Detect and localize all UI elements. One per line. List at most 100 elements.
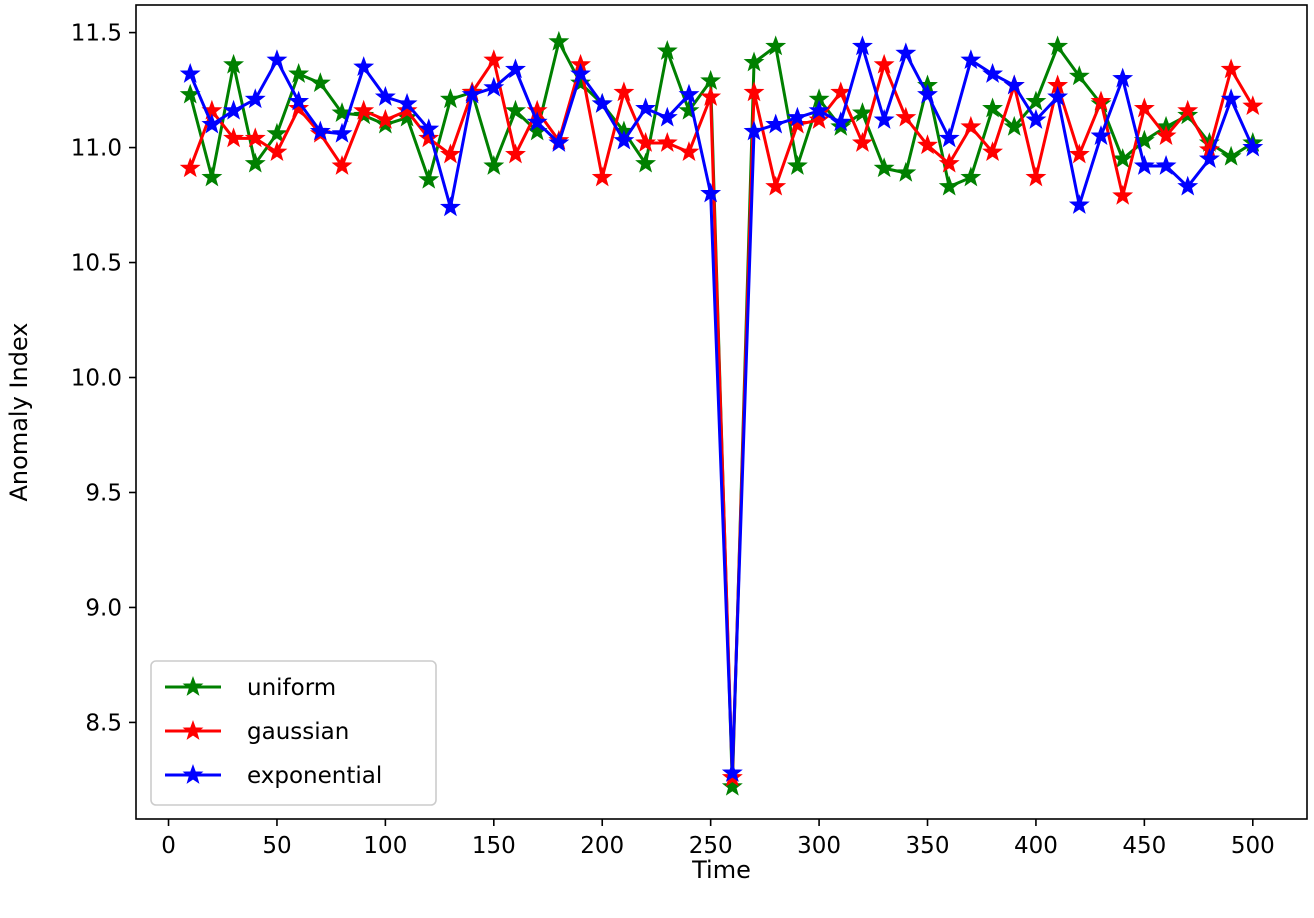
data-point-exponential (613, 129, 635, 150)
data-point-gaussian (1090, 90, 1112, 111)
data-point-uniform (223, 53, 245, 74)
y-tick-label: 11.0 (71, 136, 122, 162)
legend-marker-exponential (182, 764, 204, 784)
data-point-exponential (483, 76, 505, 97)
data-point-gaussian (505, 143, 526, 164)
x-tick-label: 100 (363, 833, 407, 859)
data-point-exponential (808, 99, 830, 120)
data-point-exponential (244, 88, 266, 109)
data-point-uniform (1220, 145, 1242, 166)
data-point-gaussian (1177, 99, 1199, 120)
legend-label-exponential: exponential (247, 763, 382, 789)
data-point-exponential (1047, 86, 1069, 106)
data-point-gaussian (353, 99, 375, 120)
data-point-exponential (743, 120, 765, 141)
data-point-exponential (396, 92, 418, 113)
data-point-exponential (1220, 88, 1242, 109)
data-point-gaussian (483, 49, 505, 70)
data-point-exponential (830, 111, 852, 132)
x-tick-label: 400 (1014, 833, 1058, 859)
data-point-gaussian (1112, 184, 1134, 205)
data-point-gaussian (765, 175, 787, 196)
data-point-exponential (439, 196, 461, 217)
y-tick-label: 10.5 (71, 251, 122, 277)
data-point-exponential (223, 99, 245, 120)
data-point-uniform (1112, 148, 1134, 168)
data-point-gaussian (331, 154, 353, 175)
data-point-uniform (548, 30, 570, 51)
data-point-uniform (418, 168, 440, 189)
data-point-uniform (1047, 35, 1069, 56)
data-point-exponential (873, 108, 895, 129)
data-point-exponential (786, 106, 808, 127)
y-tick-label: 9.0 (85, 595, 122, 621)
data-point-gaussian (244, 127, 266, 148)
data-point-uniform (721, 775, 743, 796)
data-point-gaussian (982, 141, 1004, 162)
data-point-gaussian (895, 106, 917, 127)
y-tick-label: 8.5 (85, 710, 122, 736)
data-point-uniform (765, 35, 787, 56)
data-point-gaussian (1068, 143, 1090, 164)
data-point-exponential (852, 35, 873, 56)
data-point-gaussian (700, 86, 722, 106)
data-point-uniform (743, 51, 765, 72)
data-point-gaussian (1242, 95, 1264, 116)
data-point-exponential (201, 113, 223, 134)
data-point-gaussian (743, 81, 765, 102)
data-point-uniform (1003, 115, 1025, 136)
data-point-gaussian (678, 141, 700, 162)
data-point-exponential (505, 58, 526, 79)
x-tick-label: 500 (1231, 833, 1275, 859)
data-point-gaussian (613, 81, 635, 102)
x-tick-label: 450 (1122, 833, 1166, 859)
data-point-uniform (201, 166, 223, 187)
data-point-uniform (439, 88, 461, 109)
data-point-exponential (353, 56, 375, 76)
data-point-gaussian (873, 53, 895, 74)
data-point-uniform (786, 154, 808, 175)
data-point-gaussian (266, 141, 288, 162)
data-point-uniform (1025, 90, 1047, 111)
data-point-uniform (483, 154, 505, 175)
y-axis-label: Anomaly Index (5, 323, 33, 502)
data-point-gaussian (1220, 58, 1242, 79)
legend-box (150, 660, 437, 806)
data-point-gaussian (179, 157, 201, 178)
data-point-uniform (244, 152, 266, 173)
data-point-exponential (700, 182, 722, 203)
x-tick-label: 300 (797, 833, 841, 859)
data-point-uniform (678, 99, 700, 120)
series-exponential (179, 35, 1264, 782)
data-point-exponential (1177, 175, 1199, 196)
legend: uniform gaussian exponential (150, 660, 437, 806)
data-point-uniform (288, 63, 310, 83)
x-axis-label: Time (691, 856, 751, 884)
x-tick-label: 50 (262, 833, 291, 859)
data-point-exponential (1112, 67, 1134, 88)
data-point-gaussian (960, 115, 982, 136)
y-tick-label: 9.5 (85, 480, 122, 506)
data-point-uniform (982, 97, 1004, 118)
data-point-gaussian (591, 166, 613, 187)
legend-item-uniform: uniform (165, 675, 336, 701)
data-point-exponential (1155, 154, 1177, 175)
data-point-gaussian (288, 97, 310, 118)
data-point-exponential (1003, 74, 1025, 95)
data-point-exponential (461, 83, 483, 104)
data-point-uniform (895, 161, 917, 182)
data-point-gaussian (635, 131, 657, 152)
x-tick-label: 150 (472, 833, 516, 859)
data-point-exponential (374, 86, 396, 106)
data-point-uniform (960, 166, 982, 187)
x-tick-label: 250 (689, 833, 733, 859)
data-point-exponential (656, 106, 678, 127)
data-point-uniform (505, 99, 526, 120)
data-point-exponential (678, 83, 700, 104)
data-point-exponential (309, 120, 331, 141)
data-point-exponential (591, 92, 613, 113)
data-point-uniform (635, 152, 657, 173)
y-tick-label: 11.5 (71, 21, 122, 47)
data-point-exponential (960, 49, 982, 70)
